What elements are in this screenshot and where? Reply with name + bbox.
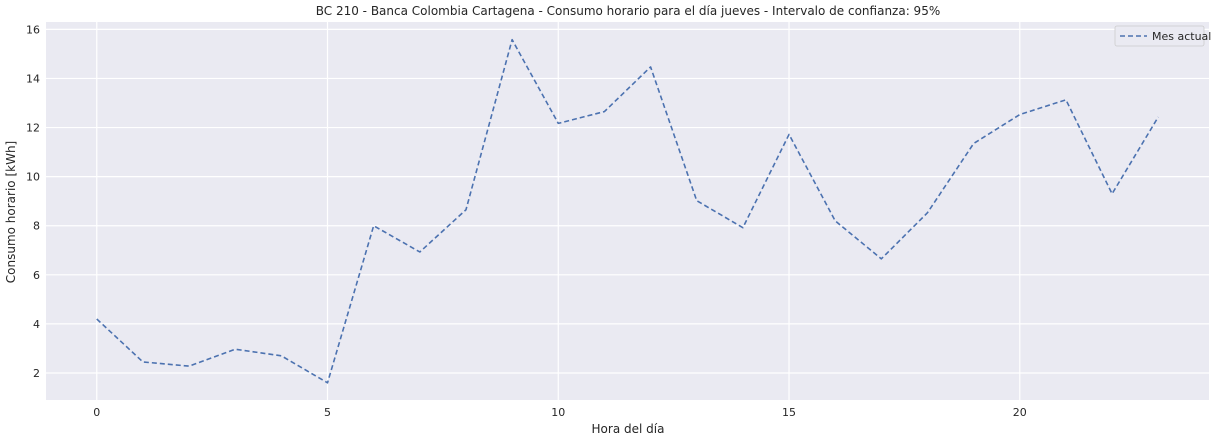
y-tick-label: 14 — [26, 72, 40, 85]
y-tick-label: 10 — [26, 171, 40, 184]
y-tick-label: 12 — [26, 122, 40, 135]
y-tick-label: 8 — [33, 220, 40, 233]
x-axis-ticks: 0 5 10 15 20 — [93, 406, 1027, 419]
x-axis-label: Hora del día — [592, 422, 665, 436]
y-tick-label: 16 — [26, 23, 40, 36]
y-tick-label: 6 — [33, 269, 40, 282]
series-layer — [96, 38, 1159, 384]
y-axis-ticks: 2 4 6 8 10 12 14 16 — [26, 23, 40, 380]
series-line-0 — [96, 38, 1159, 384]
y-tick-label: 2 — [33, 367, 40, 380]
chart-title: BC 210 - Banca Colombia Cartagena - Cons… — [316, 4, 940, 18]
x-tick-label: 15 — [782, 406, 796, 419]
legend-box — [1114, 25, 1205, 47]
legend: Mes actual — [1114, 25, 1211, 47]
x-tick-label: 10 — [551, 406, 565, 419]
x-tick-label: 5 — [324, 406, 331, 419]
plot-area — [46, 22, 1209, 400]
grid-lines — [46, 22, 1209, 400]
legend-label-mes-actual: Mes actual — [1152, 30, 1211, 43]
y-tick-label: 4 — [33, 318, 40, 331]
y-axis-label: Consumo horario [kWh] — [4, 141, 18, 283]
x-tick-label: 20 — [1013, 406, 1027, 419]
x-tick-label: 0 — [93, 406, 100, 419]
